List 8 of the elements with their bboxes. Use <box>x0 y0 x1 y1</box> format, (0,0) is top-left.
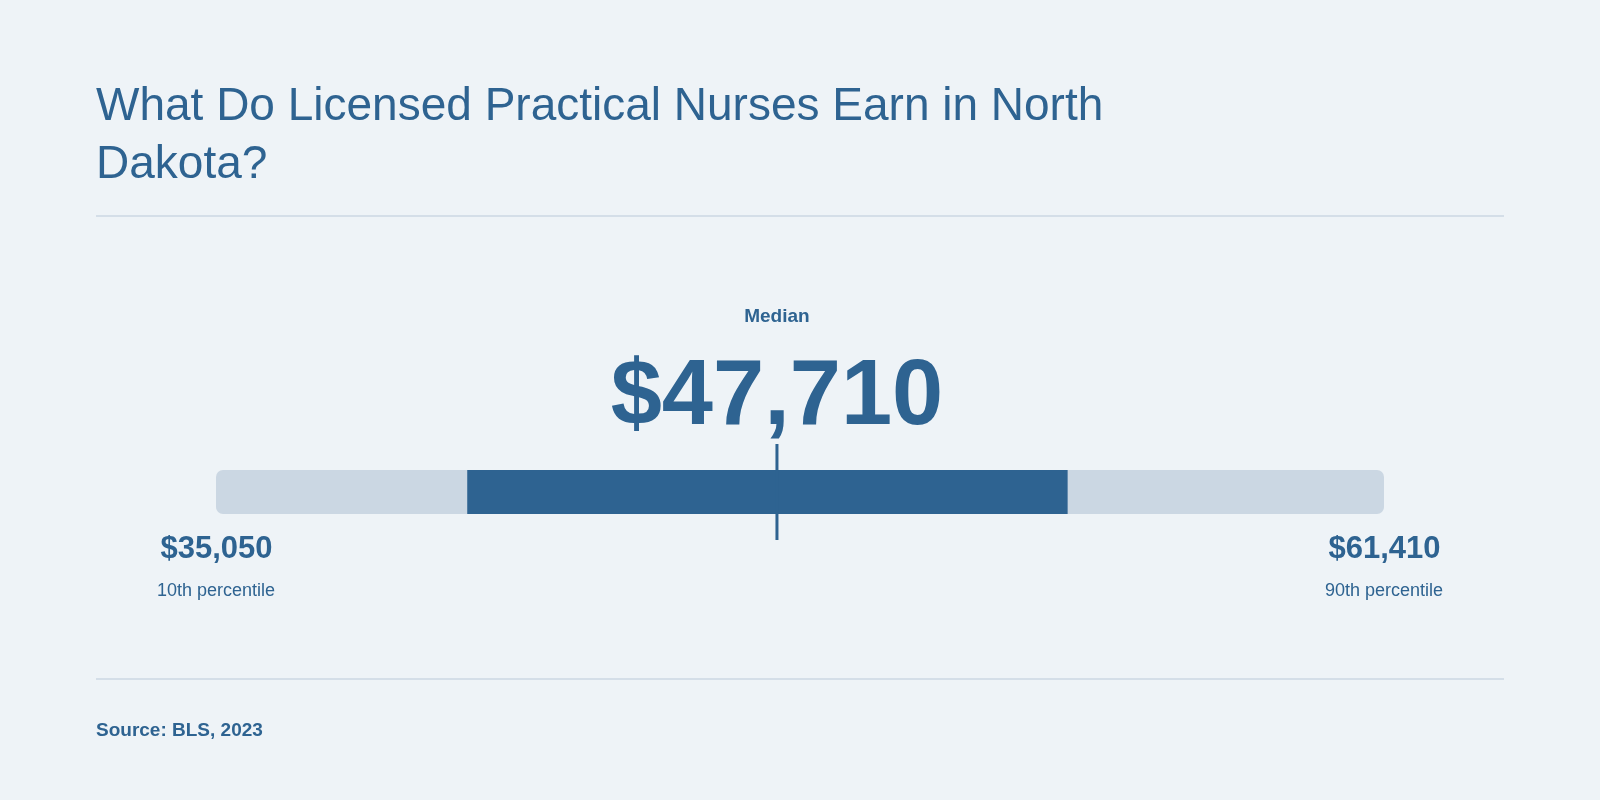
ref-line-label: Median <box>744 305 810 326</box>
text: 10th percentile <box>156 580 276 600</box>
text: 90th percentile <box>1324 580 1444 600</box>
text: $47,710 <box>610 341 944 443</box>
source-note: Source: BLS, 2023 <box>96 719 263 740</box>
x-tick-label: $61,410 <box>1328 530 1441 566</box>
chart-title: What Do Licensed Practical Nurses Earn in North Dakota? <box>96 78 1104 188</box>
x-tick-label: $35,050 <box>160 530 273 566</box>
